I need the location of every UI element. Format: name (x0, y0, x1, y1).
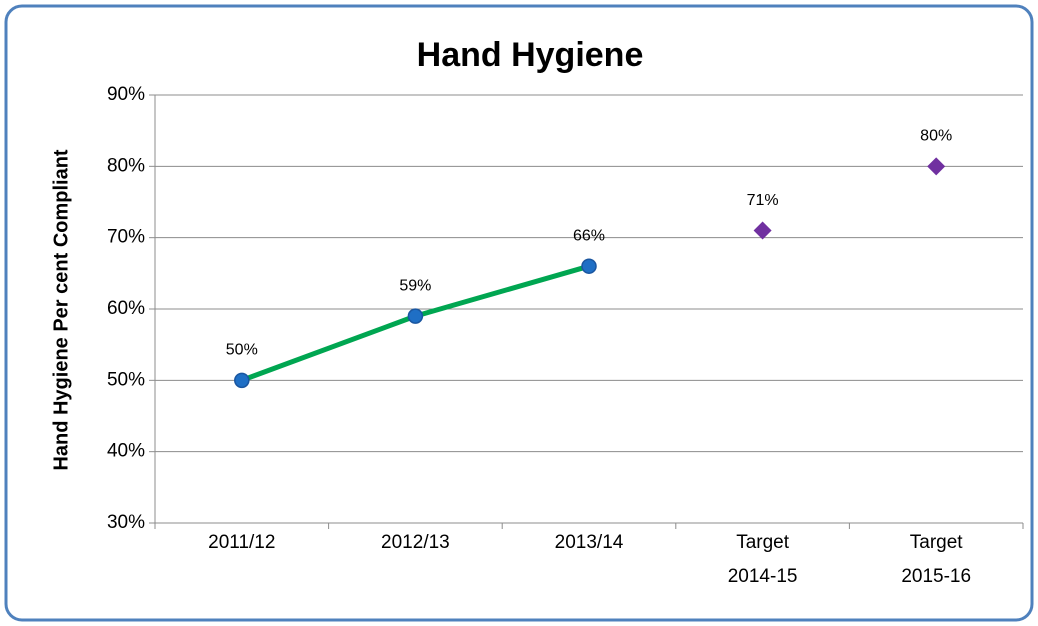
data-label: 71% (747, 192, 779, 209)
chart-border (4, 4, 1034, 622)
x-tick-label: 2012/13 (381, 532, 450, 553)
x-tick-label: Target 2015-16 (901, 532, 971, 587)
chart-title: Hand Hygiene (417, 36, 644, 74)
point-marker (581, 258, 597, 274)
point-marker (234, 372, 250, 389)
data-label: 50% (226, 342, 258, 359)
x-tick-label: Target 2014-15 (728, 532, 798, 587)
data-label: 59% (399, 277, 431, 294)
y-axis-label: Hand Hygiene Per cent Compliant (50, 149, 72, 471)
y-tick-label: 70% (107, 227, 145, 248)
x-tick-label: 2013/14 (555, 532, 624, 553)
y-tick-label: 80% (107, 155, 145, 176)
data-label: 80% (920, 128, 952, 145)
diamond-marker (753, 221, 772, 240)
y-tick-label: 30% (107, 512, 145, 533)
data-label: 66% (573, 227, 605, 244)
y-tick-label: 50% (107, 369, 145, 390)
point-marker (407, 308, 424, 324)
y-tick-label: 60% (107, 298, 145, 319)
x-tick-label: 2011/12 (208, 532, 275, 553)
diamond-marker (927, 157, 946, 176)
y-tick-label: 90% (107, 84, 145, 105)
y-tick-label: 40% (107, 441, 145, 462)
